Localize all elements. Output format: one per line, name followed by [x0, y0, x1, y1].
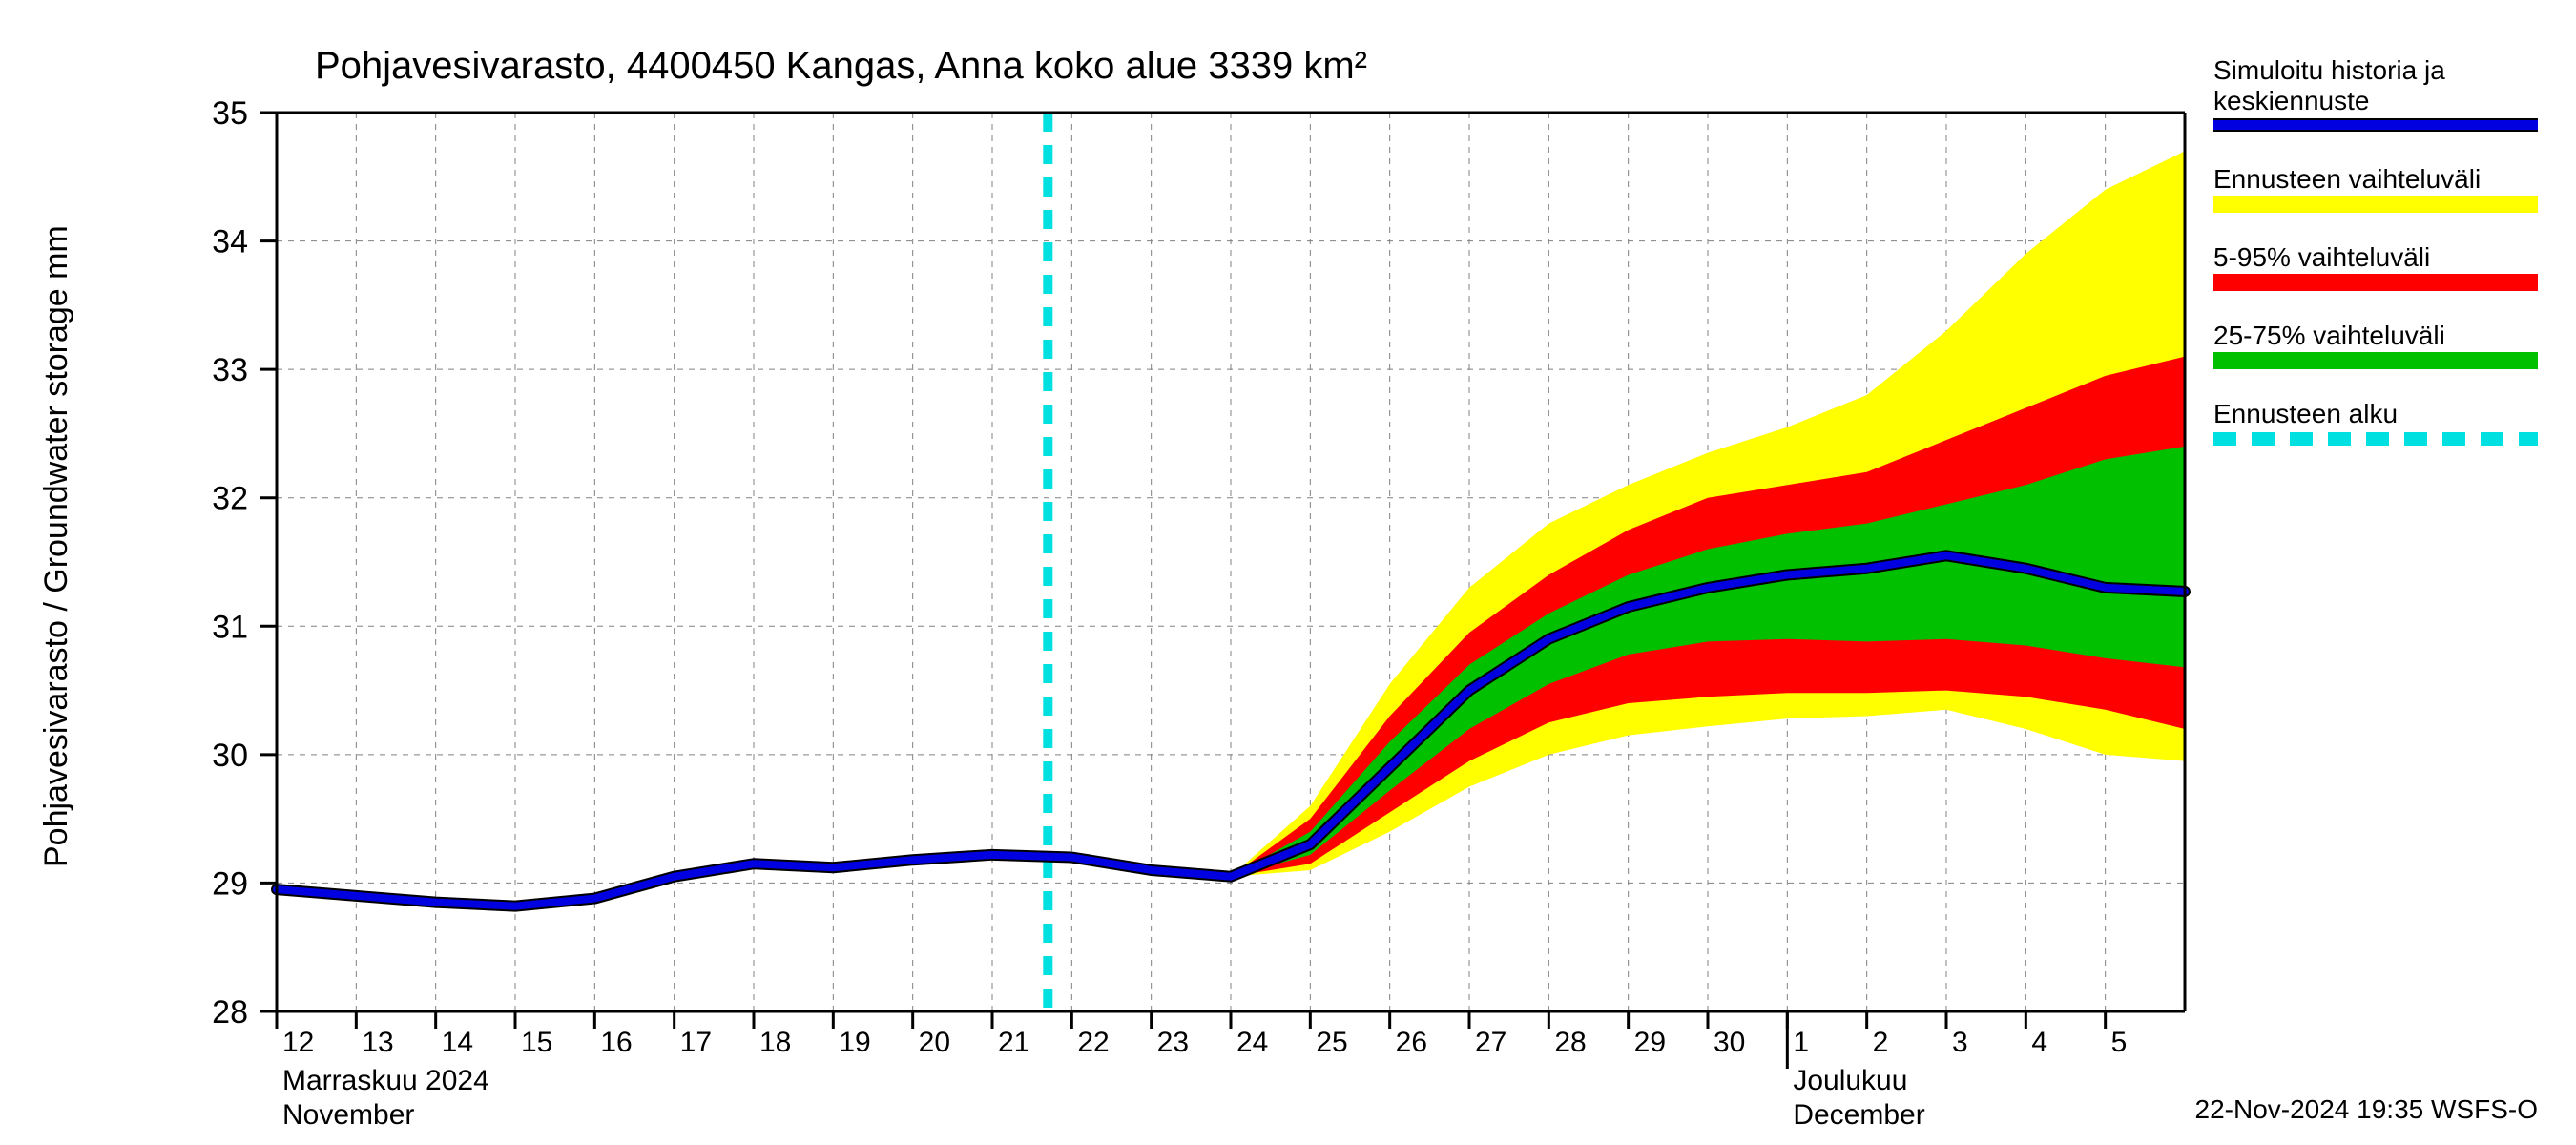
ytick-label: 34: [212, 224, 248, 260]
xtick-label: 27: [1475, 1027, 1506, 1058]
xtick-label: 13: [362, 1027, 393, 1058]
month-label: November: [282, 1099, 414, 1131]
ytick-label: 30: [212, 738, 248, 774]
ytick-label: 33: [212, 352, 248, 388]
xtick-label: 3: [1952, 1027, 1968, 1058]
xtick-label: 30: [1714, 1027, 1745, 1058]
footer-timestamp: 22-Nov-2024 19:35 WSFS-O: [2195, 1094, 2539, 1124]
chart-svg: 2829303132333435121314151617181920212223…: [0, 0, 2576, 1145]
legend-label: Simuloitu historia ja: [2213, 55, 2445, 85]
month-label: Marraskuu 2024: [282, 1065, 489, 1096]
ytick-label: 32: [212, 481, 248, 517]
legend-label: keskiennuste: [2213, 86, 2369, 115]
ytick-label: 29: [212, 865, 248, 902]
xtick-label: 28: [1554, 1027, 1586, 1058]
xtick-label: 22: [1077, 1027, 1109, 1058]
xtick-label: 25: [1316, 1027, 1347, 1058]
xtick-label: 14: [442, 1027, 473, 1058]
legend-label: Ennusteen alku: [2213, 399, 2398, 428]
xtick-label: 18: [759, 1027, 791, 1058]
legend-label: Ennusteen vaihteluväli: [2213, 164, 2481, 194]
chart-title: Pohjavesivarasto, 4400450 Kangas, Anna k…: [315, 45, 1367, 87]
xtick-label: 4: [2031, 1027, 2047, 1058]
legend-swatch: [2213, 274, 2538, 291]
y-axis-label: Pohjavesivarasto / Groundwater storage m…: [38, 225, 74, 867]
xtick-label: 19: [839, 1027, 870, 1058]
legend-label: 5-95% vaihteluväli: [2213, 242, 2430, 272]
ytick-label: 31: [212, 609, 248, 645]
chart-container: 2829303132333435121314151617181920212223…: [0, 0, 2576, 1145]
xtick-label: 5: [2111, 1027, 2128, 1058]
xtick-label: 15: [521, 1027, 552, 1058]
xtick-label: 12: [282, 1027, 314, 1058]
ytick-label: 28: [212, 994, 248, 1030]
month-label: Joulukuu: [1793, 1065, 1907, 1096]
legend-swatch: [2213, 196, 2538, 213]
legend-label: 25-75% vaihteluväli: [2213, 321, 2445, 350]
xtick-label: 29: [1634, 1027, 1666, 1058]
month-label: December: [1793, 1099, 1924, 1131]
xtick-label: 26: [1396, 1027, 1427, 1058]
xtick-label: 1: [1793, 1027, 1809, 1058]
xtick-label: 2: [1873, 1027, 1889, 1058]
xtick-label: 20: [919, 1027, 950, 1058]
xtick-label: 17: [680, 1027, 712, 1058]
xtick-label: 16: [600, 1027, 632, 1058]
legend-swatch: [2213, 352, 2538, 369]
xtick-label: 23: [1157, 1027, 1189, 1058]
ytick-label: 35: [212, 95, 248, 132]
xtick-label: 21: [998, 1027, 1029, 1058]
xtick-label: 24: [1236, 1027, 1268, 1058]
